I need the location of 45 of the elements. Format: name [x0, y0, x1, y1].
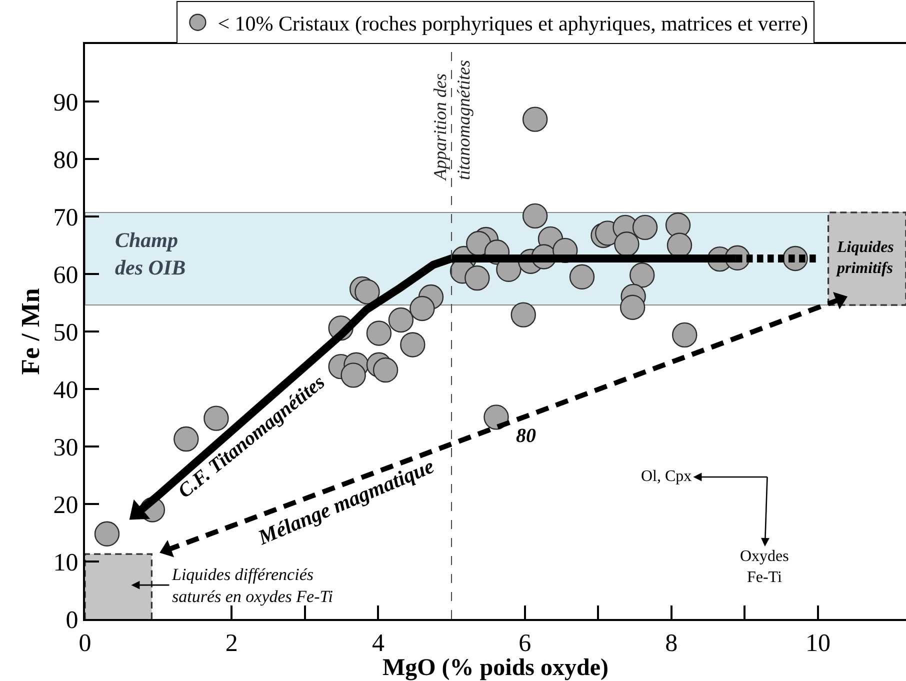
- point: [464, 265, 490, 291]
- x-tick-label: 6: [518, 630, 532, 657]
- x-axis-title: MgO (% poids oxyde): [382, 655, 609, 681]
- x-tick-label: 4: [372, 630, 385, 657]
- y-tick-label: 90: [53, 89, 78, 116]
- annotation: Liquides primitifs: [835, 239, 894, 277]
- point: [366, 320, 392, 346]
- point: [510, 302, 536, 328]
- point: [354, 279, 380, 304]
- point: [569, 264, 595, 290]
- legend-label: < 10% Cristaux (roches porphyriques et aphyriques, matrices et verre): [218, 12, 808, 36]
- point: [174, 426, 199, 452]
- annotation: Liquides différenciés saturés en oxydes Fe-Ti: [171, 565, 334, 606]
- y-tick-label: 20: [53, 492, 78, 519]
- annotation: Ol, Cpx: [641, 468, 692, 485]
- point: [630, 262, 655, 288]
- point: [400, 332, 426, 358]
- point: [94, 521, 120, 546]
- x-tick-label: 10: [806, 630, 831, 657]
- point: [620, 294, 646, 320]
- y-axis-title: Fe / Mn: [16, 288, 46, 375]
- point: [340, 362, 366, 388]
- y-tick-label: 40: [53, 376, 78, 404]
- point: [410, 296, 435, 322]
- point: [372, 357, 398, 383]
- annotation: 80: [516, 425, 536, 447]
- y-tick-label: 0: [66, 606, 78, 634]
- y-tick-label: 60: [53, 262, 78, 289]
- y-tick-label: 70: [53, 204, 78, 232]
- point: [672, 322, 698, 348]
- annotation: Oxydes Fe-Ti: [740, 548, 789, 586]
- x-tick-label: 8: [665, 630, 678, 657]
- point: [665, 212, 691, 238]
- x-tick-label: 2: [225, 630, 238, 657]
- y-tick-label: 30: [53, 434, 78, 462]
- point: [632, 214, 658, 240]
- y-tick-label: 50: [53, 319, 78, 346]
- point: [522, 106, 548, 132]
- point: [522, 203, 548, 229]
- band-label: Champ des OIB: [115, 228, 186, 280]
- ref-line-label: Apparition des titanomagnétites: [430, 60, 474, 182]
- y-tick-label: 10: [53, 549, 78, 576]
- point: [484, 404, 509, 430]
- point: [388, 307, 414, 333]
- y-tick-label: 80: [53, 146, 78, 174]
